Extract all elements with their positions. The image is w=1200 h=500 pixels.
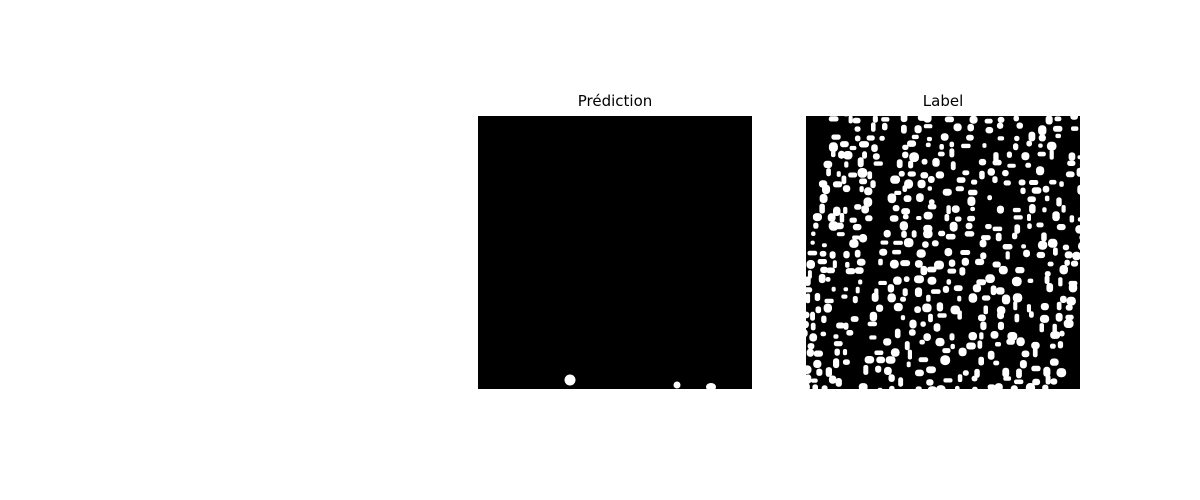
label-panel: Label: [806, 92, 1080, 389]
prediction-panel: Prédiction: [478, 92, 752, 389]
prediction-mask-image: [478, 116, 752, 389]
label-title: Label: [922, 92, 964, 110]
label-mask-image: [806, 116, 1080, 389]
prediction-title: Prédiction: [577, 92, 653, 110]
